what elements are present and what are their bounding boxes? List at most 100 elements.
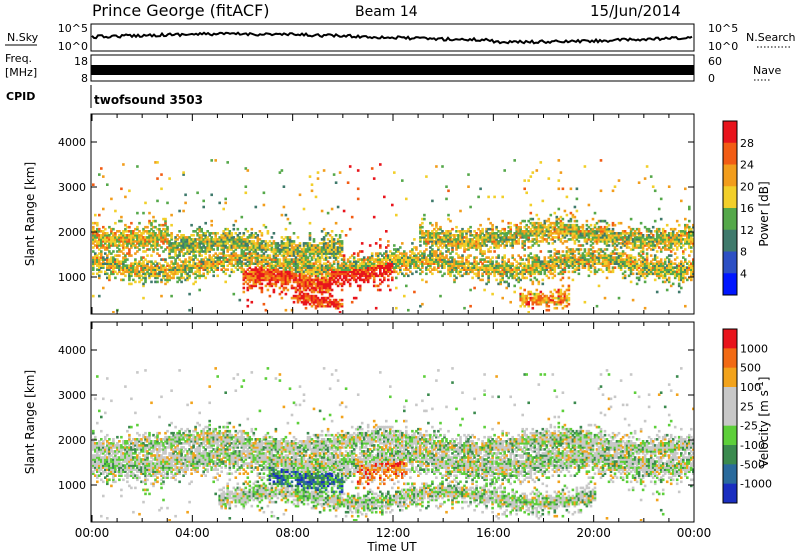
power-cell: [401, 179, 404, 182]
power-cell: [600, 159, 603, 162]
power-cell: [305, 307, 308, 310]
power-cell: [588, 275, 591, 278]
power-cell: [590, 224, 593, 227]
power-cell: [447, 248, 450, 251]
power-cell: [98, 214, 101, 217]
power-cell: [188, 309, 191, 312]
power-cell: [630, 218, 633, 221]
power-cell: [624, 275, 627, 278]
power-cell: [114, 210, 117, 213]
power-cell: [566, 214, 569, 217]
power-cell: [455, 226, 458, 229]
power-cell: [150, 281, 153, 284]
power-cell: [164, 258, 167, 261]
power-cell: [283, 185, 286, 188]
power-cell: [357, 198, 360, 201]
power-cell: [281, 214, 284, 217]
power-cell: [210, 194, 213, 197]
power-cell: [451, 228, 454, 231]
power-cell: [218, 202, 221, 205]
power-cell: [112, 311, 115, 314]
power-cell: [548, 242, 551, 245]
power-cell: [421, 222, 424, 225]
power-cell: [387, 285, 390, 288]
cpid-value: twofsound 3503: [94, 93, 203, 107]
power-cell: [554, 275, 557, 278]
power-cell: [130, 283, 133, 286]
power-cell: [106, 183, 109, 186]
power-cell: [385, 230, 388, 233]
power-cell: [214, 159, 217, 162]
power-cell: [327, 212, 330, 215]
power-cell: [523, 188, 526, 191]
power-cell: [247, 305, 250, 308]
power-cell: [279, 258, 282, 261]
power-cell: [369, 244, 372, 247]
power-cell: [343, 254, 346, 257]
power-cell: [507, 283, 510, 286]
power-cell: [287, 218, 290, 221]
power-cell: [509, 226, 512, 229]
power-cell: [548, 309, 551, 312]
power-cell: [341, 240, 344, 243]
power-cell: [568, 271, 571, 274]
power-cell: [158, 254, 161, 257]
power-cell: [395, 277, 398, 280]
power-cell: [96, 222, 99, 225]
date-label: 15/Jun/2014: [590, 2, 681, 20]
power-cell: [509, 222, 512, 225]
freq-tick-bottom: 8: [81, 72, 88, 85]
power-cell: [562, 188, 565, 191]
power-cell: [379, 289, 382, 292]
power-cell: [519, 287, 522, 290]
power-cell: [594, 212, 597, 215]
power-cell: [576, 210, 579, 213]
power-cell: [431, 273, 434, 276]
power-cell: [439, 226, 442, 229]
power-cell: [341, 230, 344, 233]
power-cell: [120, 188, 123, 191]
power-cell: [156, 248, 159, 251]
power-cell: [309, 232, 312, 235]
power-cell: [463, 307, 466, 310]
power-cell: [128, 190, 131, 193]
power-cell: [405, 285, 408, 288]
power-cell: [353, 252, 356, 255]
power-cell: [491, 256, 494, 259]
power-cell: [632, 273, 635, 276]
power-cell: [204, 277, 207, 280]
power-cell: [341, 289, 344, 292]
power-cell: [548, 177, 551, 180]
power-cell: [285, 309, 288, 312]
power-cell: [243, 291, 246, 294]
power-cell: [239, 232, 242, 235]
power-cell: [94, 214, 97, 217]
power-cell: [407, 275, 410, 278]
power-cell: [523, 248, 526, 251]
power-cell: [568, 277, 571, 280]
power-cell: [379, 238, 382, 241]
power-cell: [104, 228, 107, 231]
power-cell: [343, 210, 346, 213]
power-cell: [459, 210, 462, 213]
power-cell: [574, 206, 577, 209]
power-cell: [580, 248, 583, 251]
power-cell: [558, 250, 561, 253]
power-cell: [371, 167, 374, 170]
power-cell: [421, 271, 424, 274]
power-cell: [391, 277, 394, 280]
power-cell: [281, 169, 284, 172]
power-cell: [293, 232, 296, 235]
power-cell: [237, 228, 240, 231]
power-cell: [231, 232, 234, 235]
power-cell: [235, 220, 238, 223]
power-cell: [590, 271, 593, 274]
freq-panel: Freq. [MHz] 18 8 60 0 Nave: [5, 52, 781, 85]
power-cell: [170, 232, 173, 235]
power-cell: [263, 303, 266, 306]
power-cell: [224, 273, 227, 276]
power-cell: [538, 281, 541, 284]
power-cell: [102, 287, 105, 290]
